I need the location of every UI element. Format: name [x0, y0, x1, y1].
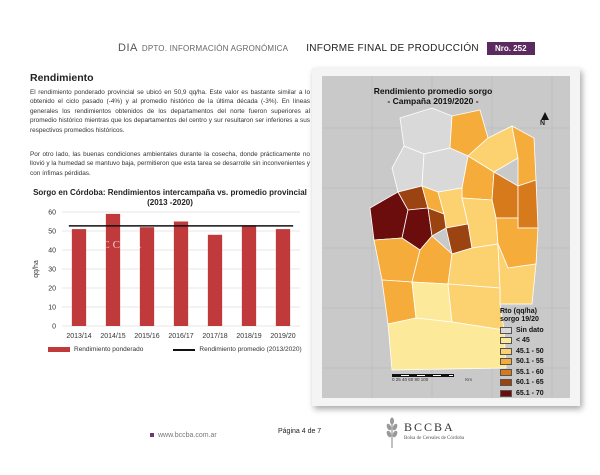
x-tick-label: 2015/16	[134, 333, 159, 340]
y-tick-label: 10	[48, 305, 56, 312]
x-tick-label: 2013/14	[66, 333, 91, 340]
legend-swatch	[500, 358, 512, 366]
yield-bar-chart: 0 10 20 30 40 50 60 qq/ha 2013/14 2014/15 2015/16 2…	[33, 210, 300, 340]
header-report-title: INFORME FINAL DE PRODUCCIÓN	[306, 42, 479, 54]
map-legend-item: 65.1 - 70	[500, 388, 544, 399]
map-title-line-2: - Campaña 2019/2020 -	[387, 96, 479, 106]
legend-swatch-bar	[48, 347, 70, 352]
watermark: BCCBA	[92, 239, 144, 251]
map-legend-item: 45.1 - 50	[500, 346, 544, 357]
map-legend-item: < 45	[500, 336, 544, 347]
legend-swatch-line	[173, 348, 196, 351]
paragraph-2: Por otro lado, las buenas condiciones am…	[30, 151, 310, 177]
y-axis-label: qq/ha	[33, 260, 40, 278]
x-tick-label: 2017/18	[202, 333, 227, 340]
bar-2019/20	[275, 229, 291, 326]
bar-2018/19	[241, 225, 257, 326]
y-tick-label: 0	[52, 324, 56, 331]
wheat-icon	[386, 417, 398, 448]
bullet-square-icon	[150, 433, 154, 438]
map-scale-bar: 0 25 40 60 80 100 Km	[392, 374, 472, 382]
scale-bar-graphic	[392, 374, 454, 377]
map-legend-item: 55.1 - 60	[500, 367, 544, 378]
y-tick-label: 30	[48, 267, 56, 274]
legend-swatch	[500, 389, 512, 397]
yield-map	[312, 68, 580, 406]
bar-2014/15	[105, 213, 121, 326]
y-tick-label: 40	[48, 248, 56, 255]
legend-label: < 45	[516, 337, 530, 345]
x-tick-label: 2016/17	[168, 333, 193, 340]
bar-2015/16	[139, 227, 155, 326]
footer-url-text: www.bccba.com.ar	[158, 432, 217, 439]
report-header: DIA DPTO. INFORMACIÓN AGRONÓMICA INFORME…	[118, 40, 588, 56]
legend-swatch	[500, 347, 512, 355]
map-legend-item: 50.1 - 55	[500, 357, 544, 368]
y-tick-label: 20	[48, 286, 56, 293]
footer-logo-name: BCCBA	[404, 420, 455, 434]
map-legend-title-1: Rto (qq/ha)	[500, 308, 537, 315]
x-tick-label: 2018/19	[236, 333, 261, 340]
chart-legend: Rendimiento ponderado Rendimiento promed…	[48, 346, 318, 353]
map-legend-title-2: sorgo 19/20	[500, 316, 539, 323]
page-number: Página 4 de 7	[278, 428, 322, 435]
legend-label: Sin dato	[516, 326, 544, 334]
bar-2016/17	[173, 221, 189, 326]
legend-label: 50.1 - 55	[516, 358, 544, 366]
map-departments	[369, 107, 539, 371]
legend-swatch	[500, 326, 512, 334]
map-title-line-1: Rendimiento promedio sorgo	[373, 86, 493, 96]
y-tick-label: 60	[48, 210, 56, 217]
footer-url[interactable]: www.bccba.com.ar	[150, 432, 217, 439]
x-tick-label: 2014/15	[100, 333, 125, 340]
bar-2017/18	[207, 234, 223, 326]
y-tick-label: 50	[48, 229, 56, 236]
legend-label-average: Rendimiento promedio (2013/2020)	[199, 346, 302, 353]
x-tick-label: 2019/20	[270, 333, 295, 340]
map-legend: Sin dato < 45 45.1 - 50 50.1 - 55 55.1 - 60 6…	[500, 325, 544, 399]
map-title: Rendimiento promedio sorgo - Campaña 201…	[348, 86, 518, 106]
chart-title: Sorgo en Córdoba: Rendimientos intercamp…	[33, 188, 307, 207]
legend-label: 55.1 - 60	[516, 368, 544, 376]
report-number-badge: Nro. 252	[486, 41, 535, 55]
legend-swatch	[500, 379, 512, 387]
map-legend-item: Sin dato	[500, 325, 544, 336]
map-legend-title: Rto (qq/ha) sorgo 19/20	[500, 308, 539, 324]
north-arrow-icon: N	[540, 112, 549, 127]
section-title: Rendimiento	[30, 72, 94, 84]
legend-swatch	[500, 368, 512, 376]
legend-label: 45.1 - 50	[516, 347, 544, 355]
footer-logo-subtitle: Bolsa de Cereales de Córdoba	[404, 436, 465, 441]
map-legend-item: 60.1 - 65	[500, 378, 544, 389]
map-frame: Rendimiento promedio sorgo - Campaña 201…	[312, 68, 580, 406]
legend-label: 65.1 - 70	[516, 389, 544, 397]
legend-label-weighted: Rendimiento ponderado	[74, 346, 144, 353]
north-label: N	[540, 120, 546, 127]
legend-label: 60.1 - 65	[516, 379, 544, 387]
legend-swatch	[500, 337, 512, 345]
scale-labels: 0 25 40 60 80 100	[392, 377, 429, 382]
scale-unit: Km	[465, 377, 472, 382]
header-department: DPTO. INFORMACIÓN AGRONÓMICA	[141, 43, 289, 53]
footer-logo: BCCBA Bolsa de Cereales de Córdoba	[384, 414, 494, 454]
header-dia: DIA	[118, 42, 138, 54]
paragraph-1: El rendimiento ponderado provincial se u…	[30, 89, 310, 134]
bar-2013/14	[71, 229, 87, 326]
